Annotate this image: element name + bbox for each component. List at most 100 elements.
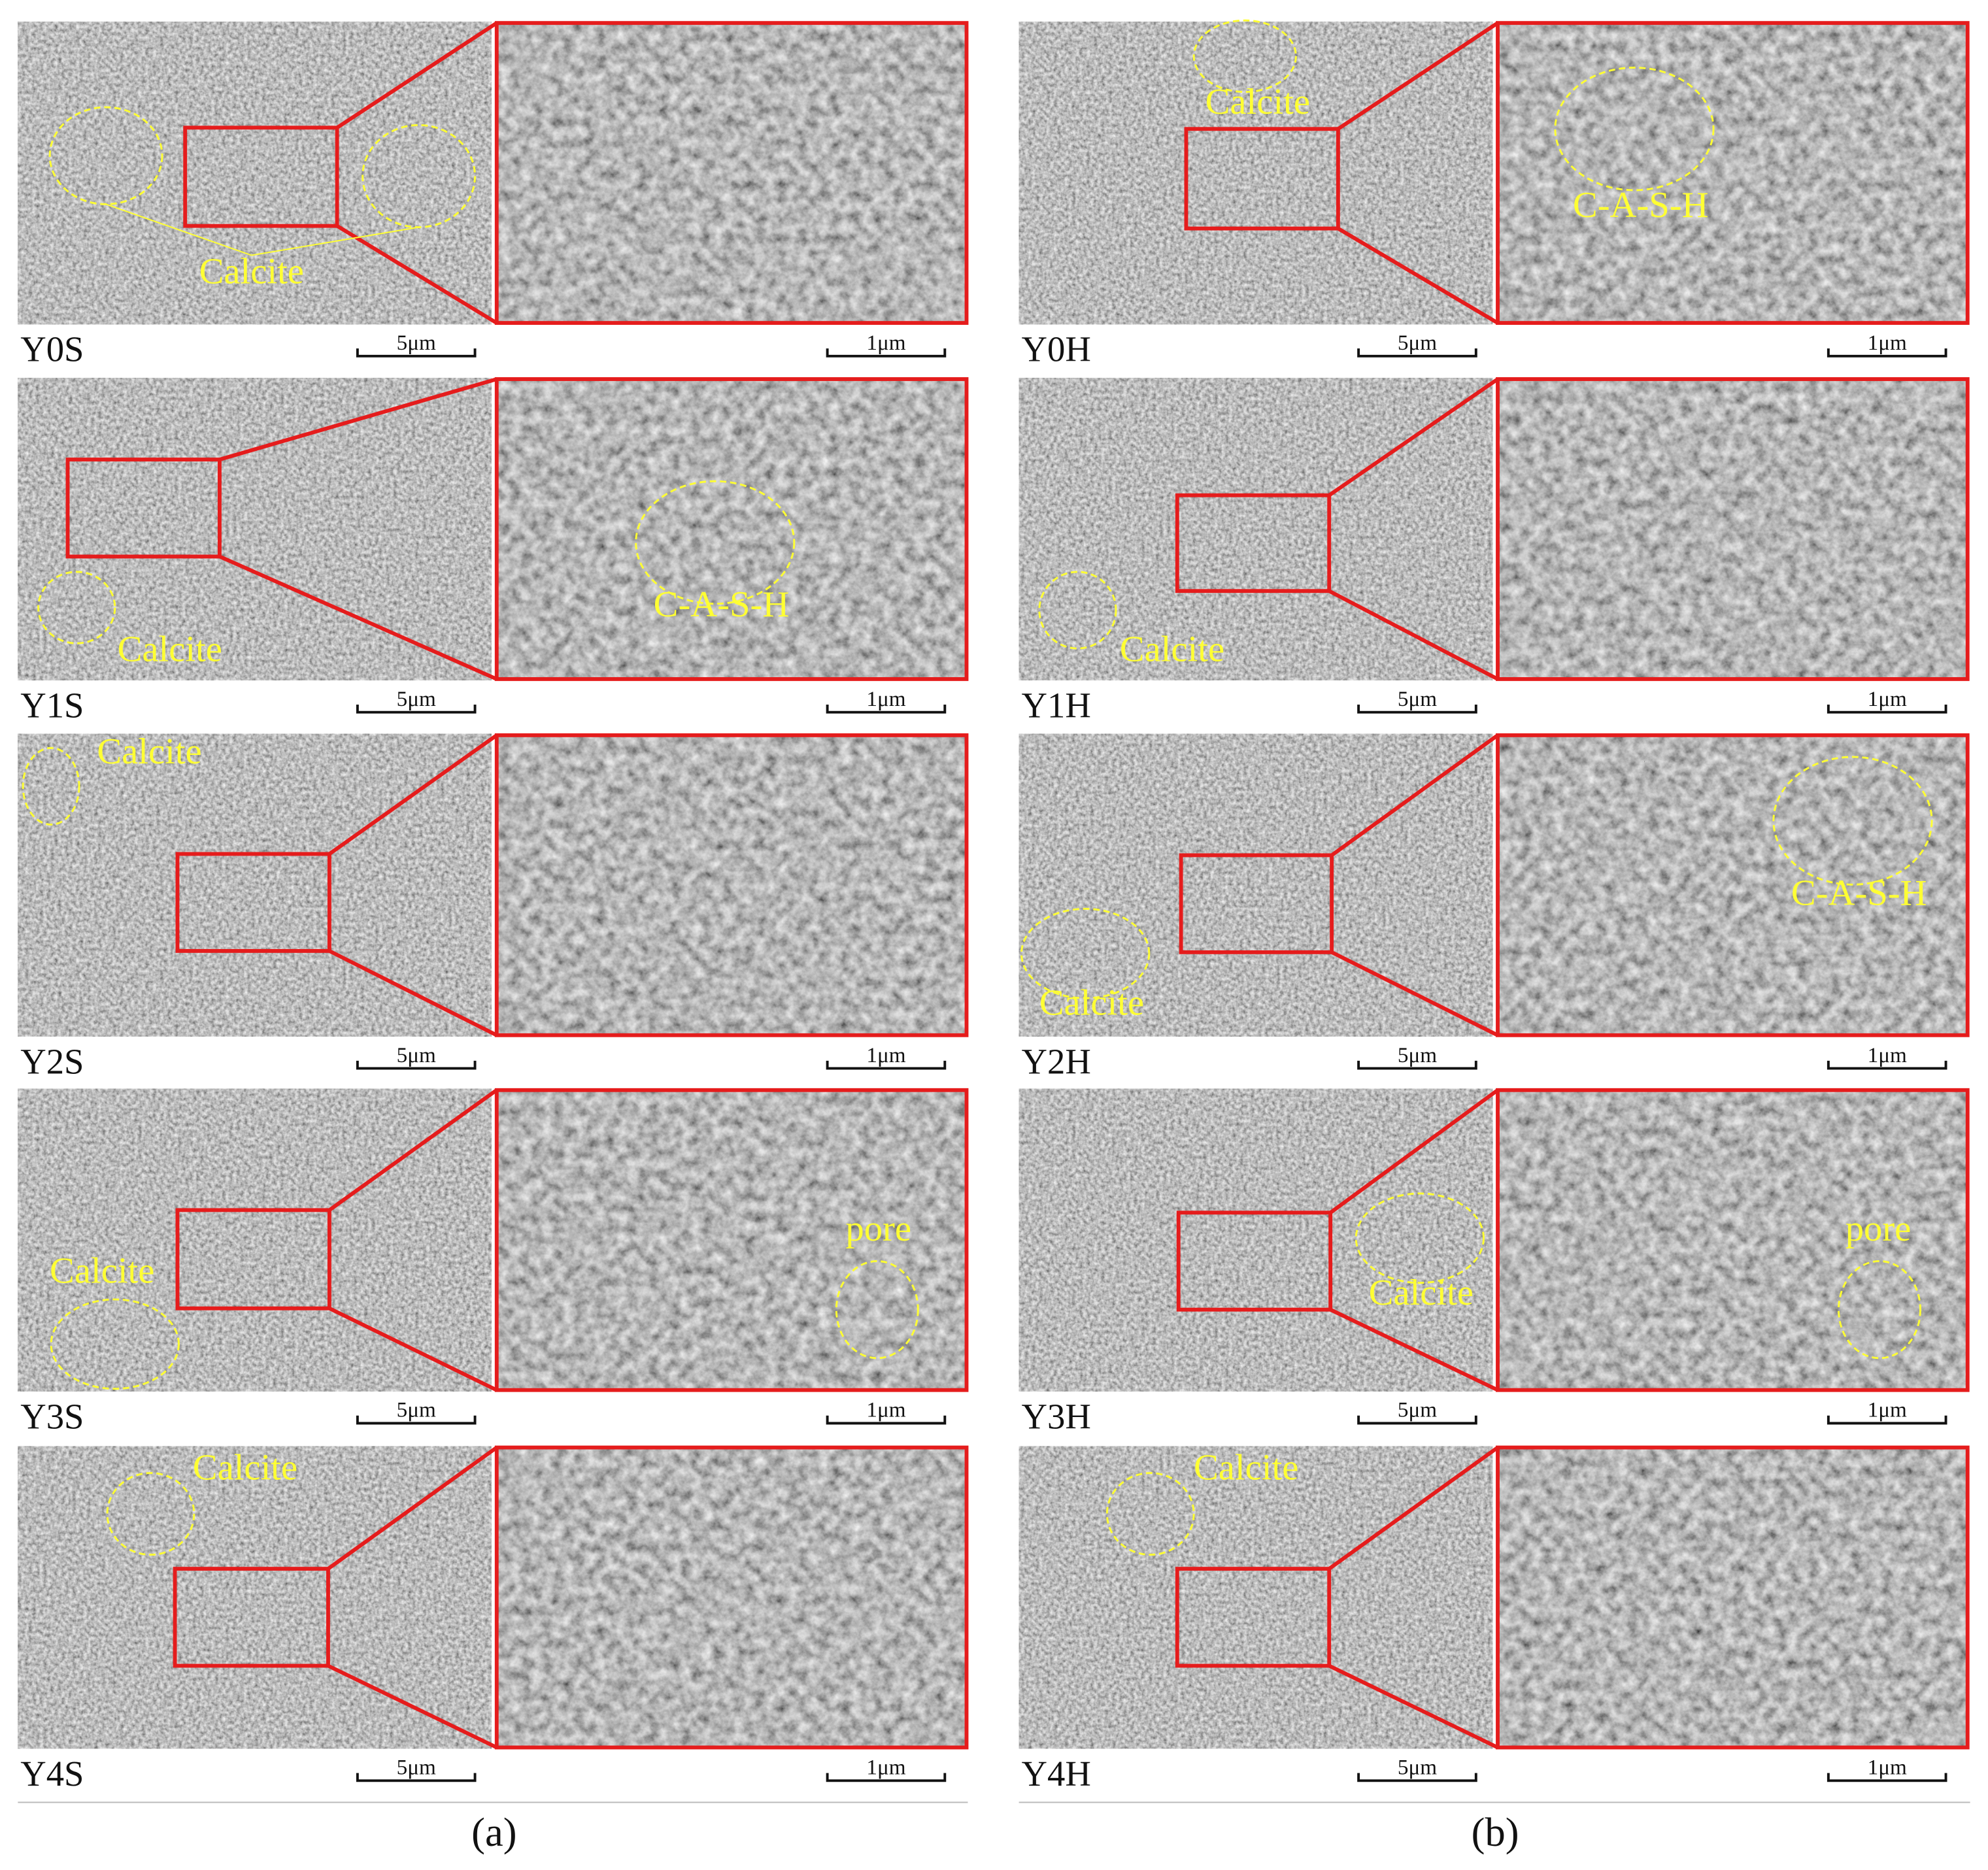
scale-bar [1357,348,1477,358]
sem-zoom-image [1496,733,1969,1037]
sample-label: Y2H [1021,1041,1090,1081]
scale-bar [826,1415,947,1425]
inset-box [183,125,339,228]
scale-bar [1827,1415,1947,1425]
zoom-line [1337,21,1499,131]
annotation-ellipse [635,480,796,605]
scale-bar [356,705,477,714]
sample-label: Y1S [20,686,84,726]
scale-bar [1357,1415,1477,1425]
inset-box [1176,1210,1333,1312]
scale-bar-label: 1μm [866,1043,905,1067]
scale-bar [1357,1773,1477,1782]
scale-bar-label: 5μm [397,331,436,355]
annotation-label: Calcite [50,1251,154,1292]
zoom-frame [1496,1445,1970,1750]
zoom-line [328,733,498,856]
scale-bar [1827,1773,1947,1782]
sample-label: Y0S [20,329,84,369]
inset-box [65,458,222,559]
scale-bar-label: 5μm [1398,331,1437,355]
sem-zoom-image [495,378,968,680]
scale-bar-label: 1μm [866,1756,905,1780]
panel-caption: (b) [1472,1809,1519,1855]
sem-zoom-image [1496,378,1969,680]
sem-zoom-image [1496,1088,1969,1392]
annotation-label: Calcite [1205,82,1310,122]
sem-image [1019,1446,1493,1749]
annotation-ellipse [1192,19,1297,93]
annotation-label: C-A-S-H [1791,873,1927,914]
sample-label: Y1H [1021,686,1090,726]
sample-label: Y3S [20,1396,84,1436]
scale-bar [356,1060,477,1070]
annotation-label: Calcite [1194,1447,1298,1488]
zoom-line [1328,377,1499,497]
zoom-frame [1496,377,1970,681]
zoom-line [219,377,497,461]
zoom-line [328,949,498,1037]
scale-bar [1827,705,1947,714]
zoom-line [327,1446,498,1571]
scale-bar [1357,1060,1477,1070]
annotation-ellipse [1772,756,1933,886]
scale-bar-label: 1μm [1868,1398,1907,1422]
sample-label: Y4H [1021,1754,1090,1794]
scale-bar-label: 5μm [397,1398,436,1422]
annotation-ellipse [50,1298,180,1390]
zoom-line [1330,950,1499,1037]
annotation-ellipse [1038,571,1117,650]
scale-bar-label: 5μm [397,1043,436,1067]
zoom-line [1328,1663,1499,1750]
annotation-label: C-A-S-H [1573,185,1709,225]
zoom-line [1328,1446,1499,1571]
sem-image [18,378,492,680]
zoom-line [336,21,498,129]
scale-bar [826,705,947,714]
annotation-ellipse [22,746,80,826]
zoom-frame [494,1088,969,1392]
sem-zoom-image [495,1446,968,1749]
sem-zoom-image [1496,22,1969,325]
annotation-ellipse [1838,1260,1921,1360]
scale-bar [1827,348,1947,358]
annotation-ellipse [106,1472,195,1556]
sem-image [18,733,492,1037]
scale-bar [826,1060,947,1070]
sem-image [1019,378,1493,680]
inset-box [175,1208,331,1311]
sem-zoom-image [1496,1446,1969,1749]
scale-bar-label: 5μm [1398,1756,1437,1780]
zoom-frame [1496,1088,1970,1392]
zoom-frame [494,1445,969,1750]
annotation-label: Calcite [118,629,222,670]
panel-caption: (a) [471,1809,516,1855]
zoom-line [328,1307,498,1392]
leader-line [105,203,252,256]
annotation-label: Calcite [1039,983,1144,1024]
annotation-ellipse [835,1260,919,1360]
annotation-label: Calcite [1120,629,1224,670]
scale-bar [1357,705,1477,714]
scale-bar [1827,1060,1947,1070]
scale-bar-label: 5μm [1398,1043,1437,1067]
zoom-frame [1496,733,1970,1037]
zoom-line [328,1088,498,1212]
zoom-line [1329,1088,1499,1214]
scale-bar-label: 1μm [866,331,905,355]
scale-bar-label: 1μm [1868,1756,1907,1780]
annotation-label: Calcite [97,731,201,772]
scale-bar-label: 1μm [1868,687,1907,711]
sem-zoom-image [495,22,968,325]
zoom-line [218,554,497,681]
zoom-frame [494,377,969,681]
inset-box [175,852,331,953]
annotation-label: C-A-S-H [654,584,790,625]
scale-bar-label: 5μm [397,1756,436,1780]
zoom-line [1328,589,1499,681]
zoom-line [1330,733,1499,857]
annotation-ellipse [1020,908,1151,999]
annotation-label: pore [845,1209,911,1249]
